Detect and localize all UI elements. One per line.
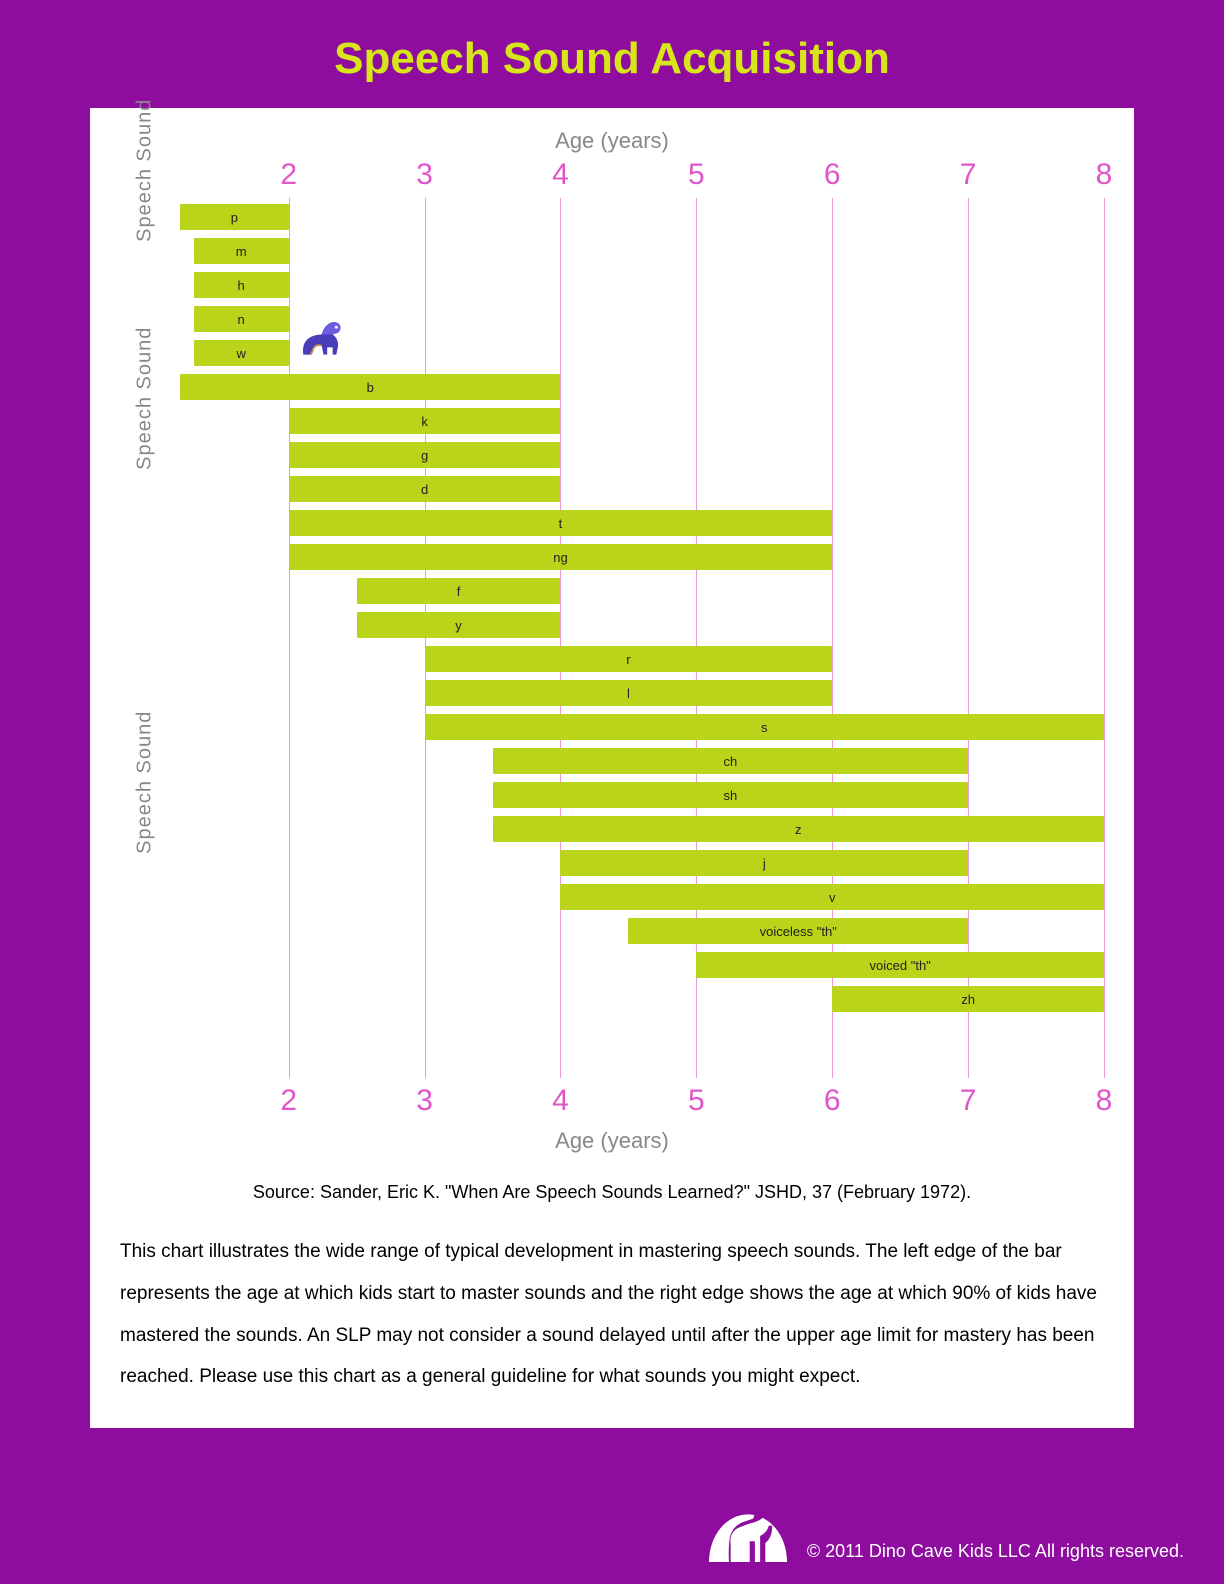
- sound-bar: t: [289, 510, 833, 536]
- sound-bar: n: [194, 306, 289, 332]
- x-tick-label: 4: [552, 1084, 569, 1118]
- plot-area: Speech SoundSpeech SoundSpeech Soundpmhn…: [180, 198, 1104, 1078]
- page-title: Speech Sound Acquisition: [0, 0, 1224, 84]
- gridline: [1104, 198, 1105, 1078]
- sound-bar: m: [194, 238, 289, 264]
- sound-bar: ch: [493, 748, 969, 774]
- x-tick-label: 5: [688, 1084, 705, 1118]
- x-tick-label: 7: [960, 158, 977, 192]
- sound-bar: voiced "th": [696, 952, 1104, 978]
- y-axis-label: Speech Sound: [134, 326, 157, 469]
- x-tick-label: 8: [1096, 158, 1113, 192]
- x-tick-label: 4: [552, 158, 569, 192]
- chart-card: Age (years) Speech SoundSpeech SoundSpee…: [90, 108, 1134, 1428]
- sound-bar: zh: [832, 986, 1104, 1012]
- x-tick-label: 5: [688, 158, 705, 192]
- sound-bar: sh: [493, 782, 969, 808]
- sound-bar: g: [289, 442, 561, 468]
- page-footer: © 2011 Dino Cave Kids LLC All rights res…: [703, 1484, 1184, 1562]
- sound-bar: b: [180, 374, 560, 400]
- gridline: [289, 198, 290, 1078]
- y-axis-label: Speech Sound: [134, 99, 157, 242]
- y-axis-label: Speech Sound: [134, 711, 157, 854]
- chart-description: This chart illustrates the wide range of…: [120, 1231, 1104, 1398]
- sound-bar: y: [357, 612, 561, 638]
- sound-bar: r: [425, 646, 833, 672]
- sound-bar: j: [560, 850, 968, 876]
- x-axis-title-top: Age (years): [120, 128, 1104, 154]
- x-tick-label: 2: [280, 158, 297, 192]
- sound-bar: k: [289, 408, 561, 434]
- sound-bar: voiceless "th": [628, 918, 968, 944]
- x-tick-label: 7: [960, 1084, 977, 1118]
- gridline: [425, 198, 426, 1078]
- sound-bar: h: [194, 272, 289, 298]
- x-tick-label: 2: [280, 1084, 297, 1118]
- x-tick-label: 6: [824, 1084, 841, 1118]
- source-citation: Source: Sander, Eric K. "When Are Speech…: [120, 1182, 1104, 1203]
- copyright-text: © 2011 Dino Cave Kids LLC All rights res…: [807, 1541, 1184, 1562]
- dino-logo-icon: [703, 1484, 793, 1562]
- sound-bar: s: [425, 714, 1104, 740]
- sound-bar: f: [357, 578, 561, 604]
- x-tick-label: 3: [416, 1084, 433, 1118]
- x-axis-title-bottom: Age (years): [120, 1128, 1104, 1154]
- sound-bar: v: [560, 884, 1104, 910]
- x-tick-label: 8: [1096, 1084, 1113, 1118]
- gridline: [968, 198, 969, 1078]
- sound-bar: d: [289, 476, 561, 502]
- gridline: [696, 198, 697, 1078]
- gridline: [832, 198, 833, 1078]
- x-tick-label: 3: [416, 158, 433, 192]
- x-tick-label: 6: [824, 158, 841, 192]
- sound-bar: l: [425, 680, 833, 706]
- sound-bar: z: [493, 816, 1104, 842]
- sound-bar: ng: [289, 544, 833, 570]
- gridline: [560, 198, 561, 1078]
- chart-area: Speech SoundSpeech SoundSpeech Soundpmhn…: [180, 158, 1104, 1118]
- dinosaur-icon: [296, 307, 351, 362]
- sound-bar: p: [180, 204, 289, 230]
- sound-bar: w: [194, 340, 289, 366]
